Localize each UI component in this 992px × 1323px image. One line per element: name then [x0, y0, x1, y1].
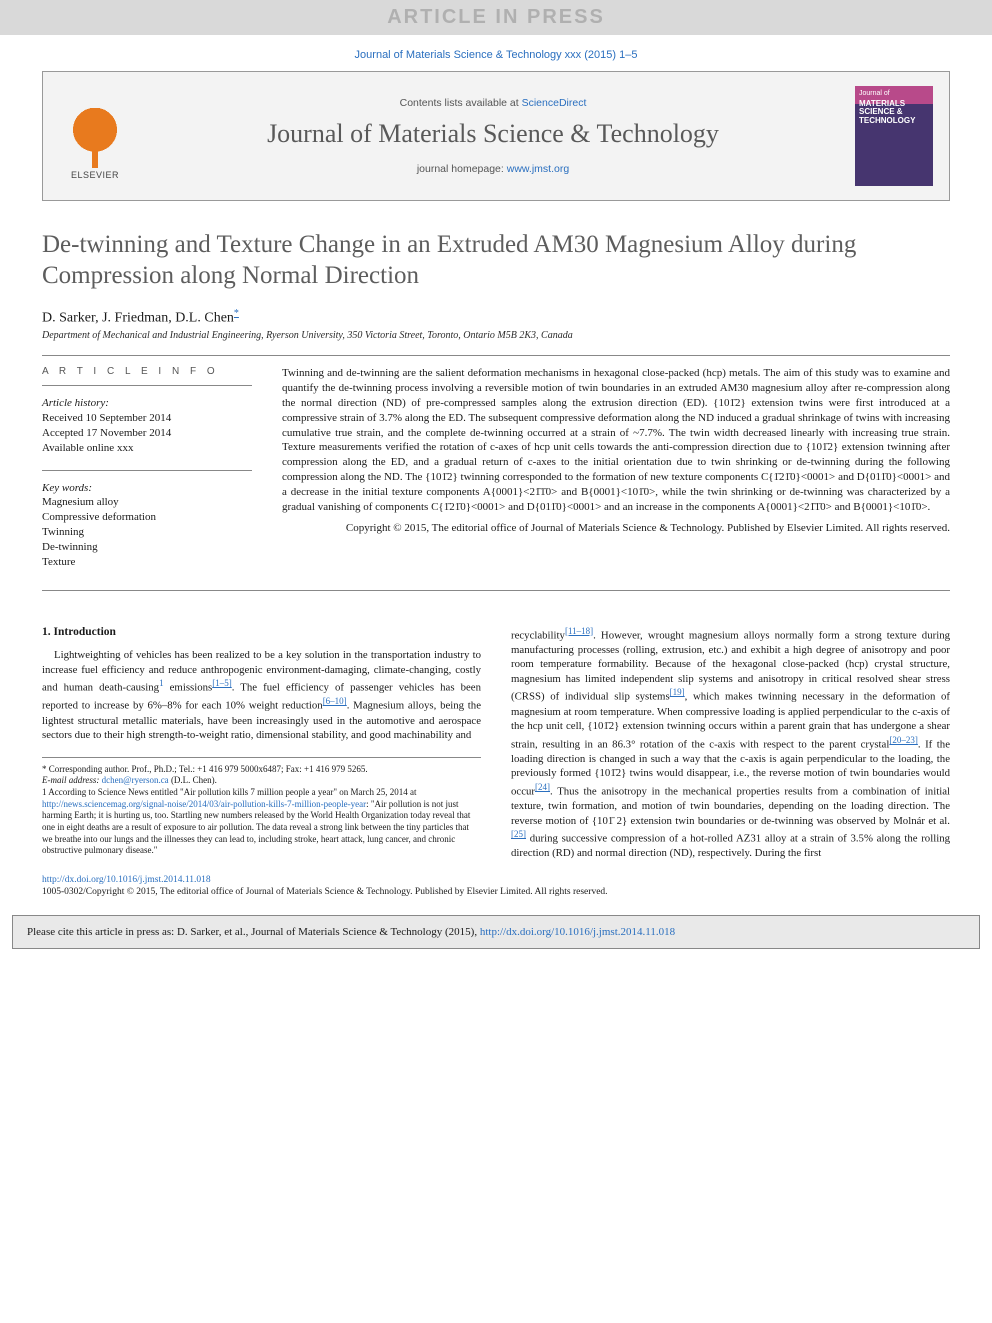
cover-line2: MATERIALS SCIENCE & TECHNOLOGY: [859, 100, 929, 126]
right-column: recyclability[11–18]. However, wrought m…: [511, 625, 950, 861]
keyword: Texture: [42, 556, 75, 568]
divider: [42, 355, 950, 356]
divider: [42, 470, 252, 471]
affiliation: Department of Mechanical and Industrial …: [42, 330, 950, 341]
article-info-head: A R T I C L E I N F O: [42, 366, 252, 377]
citation-link[interactable]: [11–18]: [565, 626, 593, 636]
p2f: during successive compression of a hot-r…: [511, 833, 950, 860]
header-center: Contents lists available at ScienceDirec…: [147, 97, 839, 175]
footnote-1: 1 According to Science News entitled "Ai…: [42, 787, 481, 857]
article-main: De-twinning and Texture Change in an Ext…: [0, 201, 992, 869]
keyword: Compressive deformation: [42, 511, 156, 523]
journal-homepage-line: journal homepage: www.jmst.org: [147, 163, 839, 175]
abstract-copyright: Copyright © 2015, The editorial office o…: [282, 521, 950, 536]
contents-lists-line: Contents lists available at ScienceDirec…: [147, 97, 839, 109]
fn1a: 1 According to Science News entitled "Ai…: [42, 787, 417, 797]
intro-para-right: recyclability[11–18]. However, wrought m…: [511, 625, 950, 861]
author-list: D. Sarker, J. Friedman, D.L. Chen*: [42, 308, 950, 327]
email-line: E-mail address: dchen@ryerson.ca (D.L. C…: [42, 775, 481, 787]
article-info-col: A R T I C L E I N F O Article history: R…: [42, 366, 252, 583]
keyword: Magnesium alloy: [42, 496, 119, 508]
elsevier-tree-icon: [65, 108, 125, 170]
keyword: Twinning: [42, 526, 84, 538]
left-column-footnotes: * Corresponding author. Prof., Ph.D.; Te…: [42, 757, 481, 858]
elsevier-wordmark: ELSEVIER: [71, 170, 119, 180]
article-history: Article history: Received 10 September 2…: [42, 396, 252, 455]
divider: [42, 385, 252, 386]
homepage-prefix: journal homepage:: [417, 163, 507, 175]
cover-line1: Journal of: [859, 90, 929, 98]
author-names: D. Sarker, J. Friedman, D.L. Chen: [42, 310, 234, 325]
corresponding-author-note: * Corresponding author. Prof., Ph.D.; Te…: [42, 764, 481, 776]
page-copyright-line: 1005-0302/Copyright © 2015, The editoria…: [0, 887, 992, 911]
contents-prefix: Contents lists available at: [400, 97, 522, 109]
p1b: emissions: [164, 682, 213, 694]
citation-link[interactable]: [24]: [535, 782, 550, 792]
info-abstract-row: A R T I C L E I N F O Article history: R…: [42, 366, 950, 583]
body-columns: 1. Introduction Lightweighting of vehicl…: [42, 625, 950, 861]
corresponding-author-mark[interactable]: *: [234, 308, 239, 319]
history-received: Received 10 September 2014: [42, 412, 171, 424]
sciencedirect-link[interactable]: ScienceDirect: [522, 97, 587, 109]
citebox-prefix: Please cite this article in press as: D.…: [27, 926, 480, 938]
history-label: Article history:: [42, 397, 109, 409]
citation-link[interactable]: [6–10]: [323, 696, 347, 706]
journal-name: Journal of Materials Science & Technolog…: [147, 119, 839, 149]
article-in-press-banner: ARTICLE IN PRESS: [0, 0, 992, 35]
p2a: recyclability: [511, 629, 565, 641]
email-who: (D.L. Chen).: [169, 775, 217, 785]
citation-link[interactable]: [19]: [670, 687, 685, 697]
citation-link[interactable]: [25]: [511, 829, 526, 839]
left-column: 1. Introduction Lightweighting of vehicl…: [42, 625, 481, 861]
please-cite-box: Please cite this article in press as: D.…: [12, 915, 980, 949]
abstract: Twinning and de-twinning are the salient…: [282, 366, 950, 583]
doi-link[interactable]: http://dx.doi.org/10.1016/j.jmst.2014.11…: [42, 875, 211, 885]
history-online: Available online xxx: [42, 442, 133, 454]
doi-line: http://dx.doi.org/10.1016/j.jmst.2014.11…: [0, 869, 992, 887]
journal-header: ELSEVIER Contents lists available at Sci…: [42, 71, 950, 201]
journal-cover-thumb: Journal of MATERIALS SCIENCE & TECHNOLOG…: [855, 86, 933, 186]
email-label: E-mail address:: [42, 775, 102, 785]
footnote-external-link[interactable]: http://news.sciencemag.org/signal-noise/…: [42, 799, 366, 809]
journal-reference-line: Journal of Materials Science & Technolog…: [0, 35, 992, 71]
p2e: . Thus the anisotropy in the mechanical …: [511, 786, 950, 827]
abstract-text: Twinning and de-twinning are the salient…: [282, 367, 950, 513]
keywords-block: Key words: Magnesium alloy Compressive d…: [42, 481, 252, 570]
history-accepted: Accepted 17 November 2014: [42, 427, 171, 439]
intro-para-left: Lightweighting of vehicles has been real…: [42, 648, 481, 743]
citebox-doi-link[interactable]: http://dx.doi.org/10.1016/j.jmst.2014.11…: [480, 926, 675, 938]
journal-homepage-link[interactable]: www.jmst.org: [507, 163, 569, 175]
keywords-label: Key words:: [42, 482, 92, 494]
divider: [42, 590, 950, 591]
citation-link[interactable]: [20–23]: [889, 735, 918, 745]
citation-link[interactable]: [1–5]: [212, 678, 232, 688]
author-email-link[interactable]: dchen@ryerson.ca: [102, 775, 169, 785]
section-heading-intro: 1. Introduction: [42, 625, 481, 641]
article-title: De-twinning and Texture Change in an Ext…: [42, 229, 950, 292]
keyword: De-twinning: [42, 541, 98, 553]
elsevier-logo: ELSEVIER: [59, 92, 131, 180]
